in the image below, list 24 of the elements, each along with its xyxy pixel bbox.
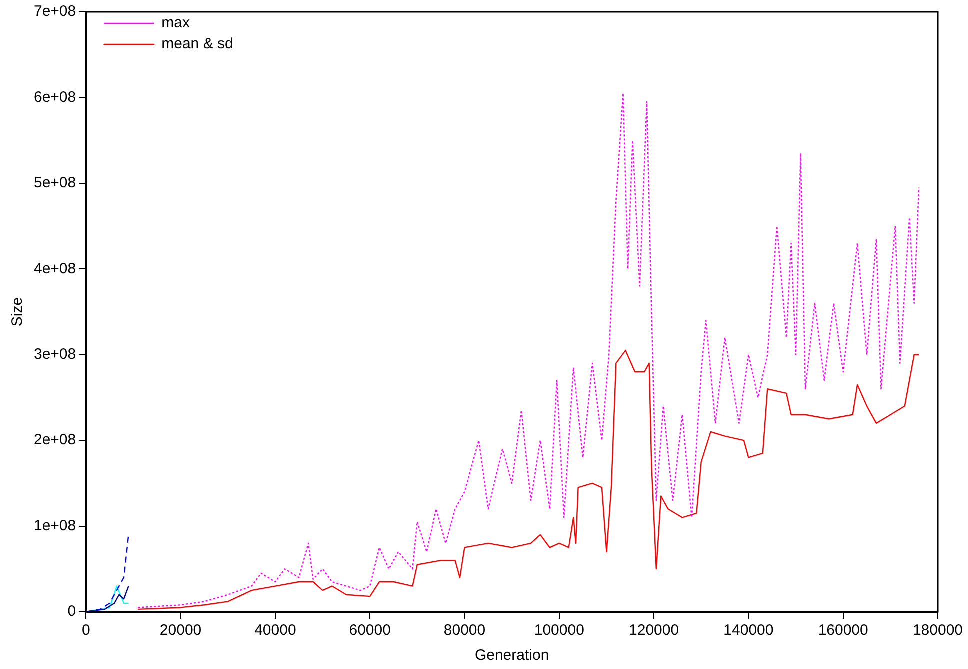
y-tick-label: 1e+08 <box>34 517 76 534</box>
y-tick-label: 4e+08 <box>34 260 76 278</box>
x-tick-label: 120000 <box>629 622 680 640</box>
x-tick-label: 180000 <box>912 622 964 640</box>
line-series <box>138 92 920 608</box>
legend-label: max <box>162 14 190 32</box>
y-tick-label: 3e+08 <box>34 346 76 363</box>
x-tick-label: 60000 <box>349 622 391 640</box>
x-axis-title: Generation <box>474 647 550 664</box>
y-tick-label: 0 <box>68 603 76 620</box>
x-tick-label: 100000 <box>534 622 584 640</box>
y-tick-label: 2e+08 <box>34 432 76 449</box>
legend-label: mean & sd <box>162 36 234 53</box>
x-tick-label: 160000 <box>818 622 868 640</box>
x-tick-label: 140000 <box>724 622 774 640</box>
y-tick-label: 7e+08 <box>34 3 76 20</box>
y-axis-title: Size <box>9 297 26 327</box>
x-tick-label: 0 <box>82 622 90 640</box>
y-tick-label: 5e+08 <box>34 174 76 192</box>
x-tick-label: 20000 <box>160 622 202 640</box>
x-tick-label: 80000 <box>444 622 486 640</box>
line-series <box>86 534 130 612</box>
x-tick-label: 40000 <box>254 622 296 640</box>
y-tick-label: 6e+08 <box>34 88 76 106</box>
